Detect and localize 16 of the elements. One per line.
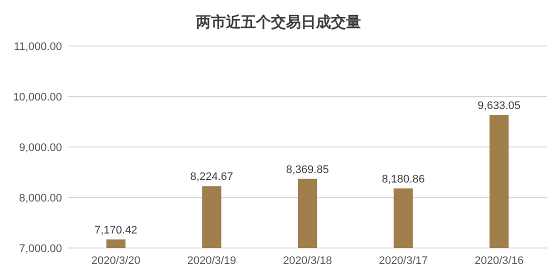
y-tick-label: 11,000.00	[14, 40, 62, 53]
y-tick-label: 10,000.00	[13, 91, 62, 104]
y-tick-label: 8,000.00	[19, 192, 62, 204]
chart-title: 两市近五个交易日成交量	[195, 13, 361, 31]
x-tick-label: 2020/3/17	[378, 255, 428, 267]
x-tick-label: 2020/3/18	[283, 255, 332, 267]
data-label: 8,369.85	[286, 164, 329, 176]
y-tick-label: 7,000.00	[19, 242, 62, 255]
data-label: 7,170.42	[94, 224, 138, 236]
data-label: 9,633.05	[478, 100, 521, 112]
x-tick-label: 2020/3/20	[91, 255, 140, 267]
x-tick-label: 2020/3/16	[474, 255, 524, 267]
x-tick-label: 2020/3/19	[187, 255, 236, 267]
data-label: 8,224.67	[190, 171, 234, 184]
data-label: 8,180.86	[382, 173, 425, 186]
y-tick-label: 9,000.00	[19, 142, 62, 154]
